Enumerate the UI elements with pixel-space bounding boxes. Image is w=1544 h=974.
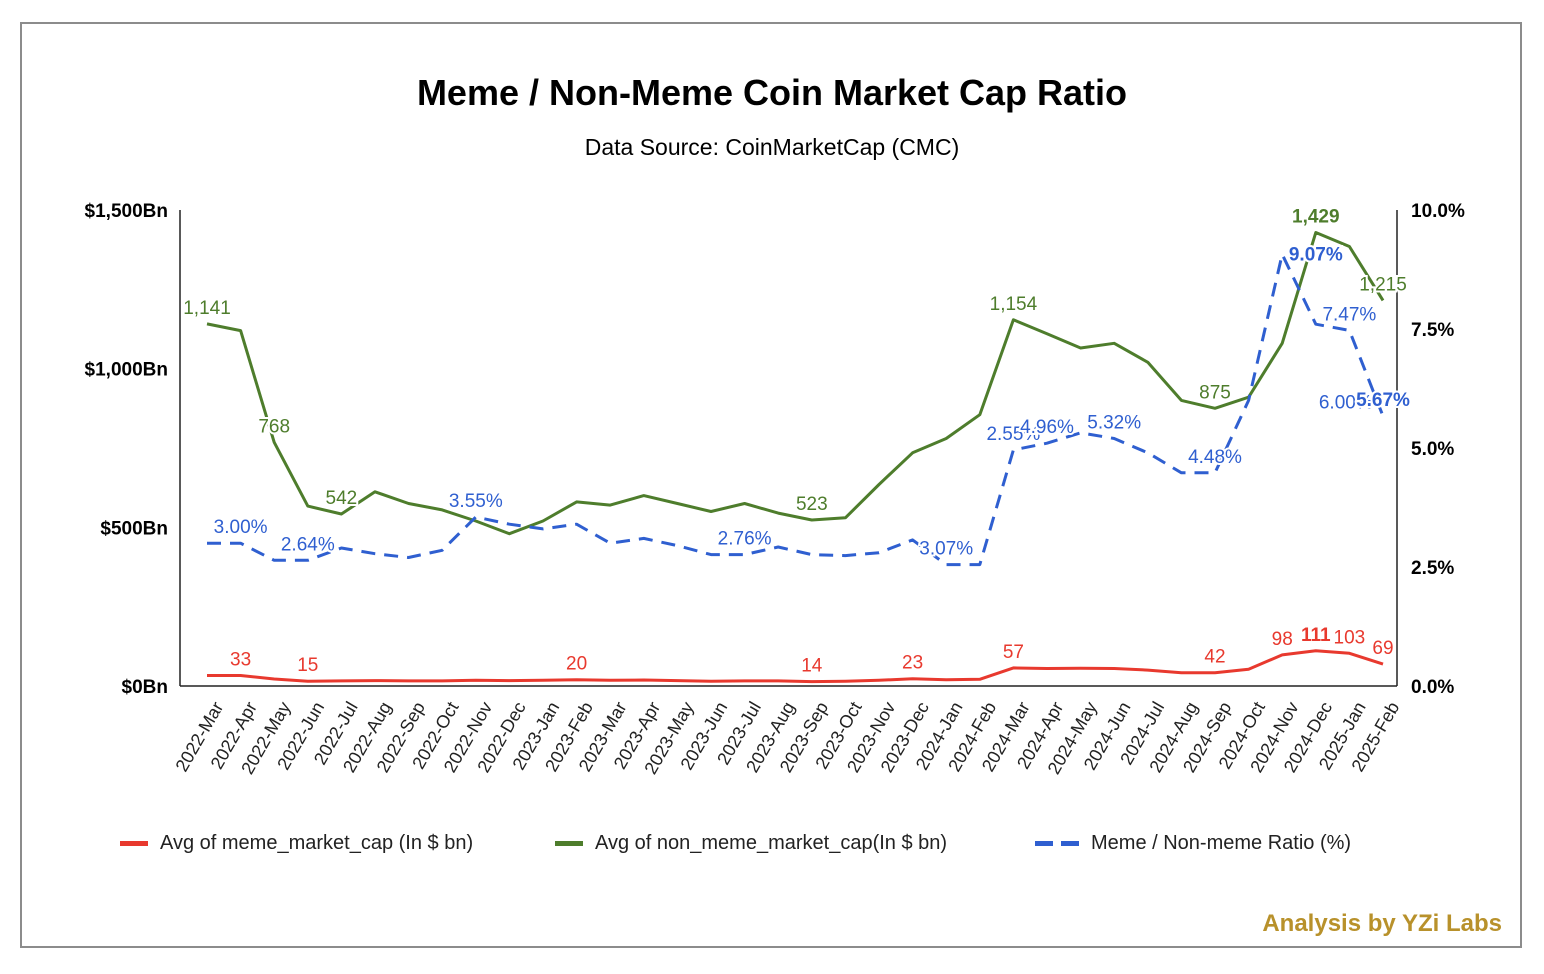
legend-swatch-meme [120, 841, 148, 846]
data-label-ratio: 7.47% [1322, 304, 1376, 325]
data-label-ratio: 3.55% [449, 491, 503, 512]
data-label-meme: 14 [801, 656, 823, 677]
right-tick-label: 0.0% [1411, 677, 1454, 698]
right-tick-label: 7.5% [1411, 320, 1454, 341]
data-label-meme: 20 [566, 654, 587, 675]
legend-item-meme: Avg of meme_market_cap (In $ bn) [120, 832, 473, 855]
left-tick-label: $500Bn [100, 518, 168, 539]
data-label-ratio: 3.07% [919, 539, 973, 560]
data-label-non_meme: 768 [258, 416, 290, 437]
data-label-meme: 103 [1334, 627, 1366, 648]
data-label-meme: 15 [297, 655, 318, 676]
data-label-ratio: 6.00% [1319, 392, 1373, 413]
data-label-ratio: 3.00% [214, 517, 268, 538]
chart-frame [20, 22, 1522, 948]
legend-swatch-non-meme [555, 841, 583, 846]
data-label-non_meme: 523 [796, 494, 828, 515]
right-tick-label: 5.0% [1411, 439, 1454, 460]
series-line-non_meme [206, 231, 1385, 536]
data-label-ratio: 2.76% [718, 529, 772, 550]
right-tick-label: 2.5% [1411, 558, 1454, 579]
data-label-non_meme: 1,429 [1292, 207, 1340, 228]
chart-title: Meme / Non-Meme Coin Market Cap Ratio [416, 72, 1128, 113]
data-label-non_meme: 875 [1199, 382, 1231, 403]
data-label-ratio: 5.32% [1087, 412, 1141, 433]
left-tick-label: $1,500Bn [85, 201, 168, 222]
left-tick-label: $0Bn [122, 677, 168, 698]
data-label-meme: 98 [1272, 629, 1293, 650]
credit-text: Analysis by YZi Labs [1262, 910, 1502, 937]
data-label-non_meme: 1,154 [990, 294, 1038, 315]
data-label-meme: 111 [1301, 625, 1331, 646]
legend-swatch-ratio [1035, 841, 1079, 846]
legend-label-ratio: Meme / Non-meme Ratio (%) [1091, 832, 1352, 854]
data-label-meme: 23 [902, 653, 923, 674]
legend: Avg of meme_market_cap (In $ bn) Avg of … [120, 832, 1440, 862]
data-label-ratio: 4.96% [1020, 417, 1074, 438]
data-label-meme: 69 [1372, 638, 1393, 659]
data-label-meme: 42 [1204, 647, 1225, 668]
series-line-meme [207, 649, 1384, 684]
data-label-non_meme: 542 [326, 488, 358, 509]
data-label-non_meme: 1,141 [183, 298, 231, 319]
data-label-ratio: 2.55% [986, 424, 1040, 445]
data-label-ratio: 4.48% [1188, 447, 1242, 468]
right-tick-label: 10.0% [1411, 201, 1465, 222]
legend-label-meme: Avg of meme_market_cap (In $ bn) [160, 832, 474, 854]
left-tick-label: $1,000Bn [85, 360, 168, 381]
chart-subtitle: Data Source: CoinMarketCap (CMC) [584, 134, 960, 160]
legend-label-non-meme: Avg of non_meme_market_cap(In $ bn) [595, 832, 948, 854]
data-label-meme: 57 [1003, 642, 1024, 663]
data-label-ratio: 2.64% [281, 534, 335, 555]
data-label-non_meme: 1,215 [1359, 274, 1407, 295]
data-label-ratio: 5.67% [1356, 390, 1410, 411]
legend-item-ratio: Meme / Non-meme Ratio (%) [1035, 832, 1351, 855]
data-label-meme: 33 [230, 650, 251, 671]
data-label-ratio: 9.07% [1289, 244, 1343, 265]
legend-item-non-meme: Avg of non_meme_market_cap(In $ bn) [555, 832, 947, 855]
